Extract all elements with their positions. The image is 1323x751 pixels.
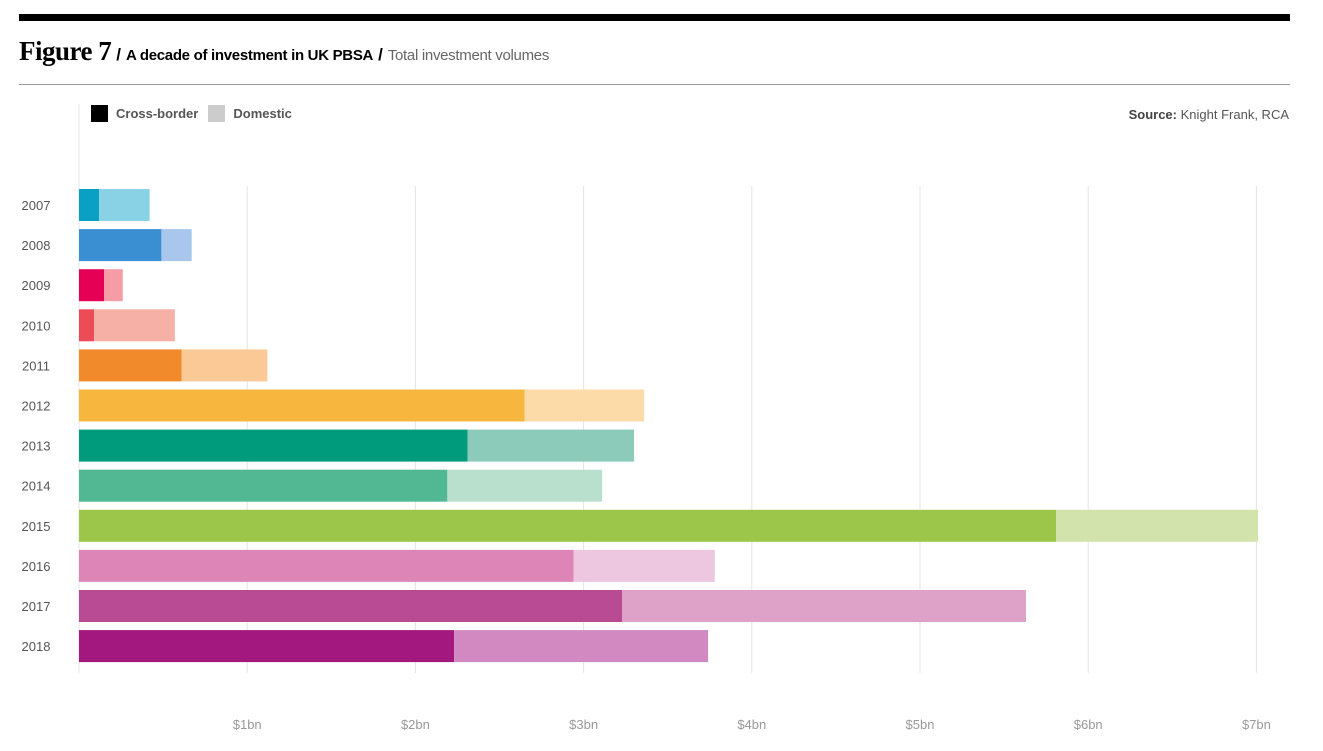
- bar-domestic-2010: [94, 309, 175, 342]
- bar-cross-border-2016: [79, 549, 574, 582]
- legend-swatch-domestic: [208, 105, 226, 122]
- figure-title: A decade of investment in UK PBSA: [125, 47, 374, 64]
- legend: Cross-border Domestic: [91, 105, 302, 122]
- bar-domestic-2018: [454, 630, 709, 663]
- figure-header: Figure 7 / A decade of investment in UK …: [19, 36, 549, 68]
- bar-domestic-2013: [467, 429, 635, 462]
- y-tick-label-2012: 2012: [22, 399, 51, 414]
- bar-cross-border-2014: [79, 469, 448, 502]
- bar-domestic-2007: [99, 189, 150, 221]
- bar-cross-border-2007: [79, 189, 100, 221]
- bar-cross-border-2013: [79, 429, 468, 462]
- legend-label-domestic: Domestic: [233, 106, 292, 121]
- bar-domestic-2016: [573, 549, 715, 582]
- bar-cross-border-2017: [79, 590, 623, 622]
- legend-swatch-cross-border: [91, 105, 108, 122]
- x-tick-label-3: $4bn: [737, 717, 766, 732]
- x-tick-label-1: $2bn: [401, 717, 430, 732]
- bar-cross-border-2012: [79, 389, 525, 422]
- bar-cross-border-2010: [79, 309, 95, 342]
- y-tick-label-2014: 2014: [22, 479, 51, 494]
- header-rule: [19, 84, 1290, 85]
- bar-cross-border-2015: [79, 509, 1057, 542]
- subtitle-separator: /: [378, 45, 383, 64]
- bar-cross-border-2009: [79, 269, 105, 302]
- bar-cross-border-2018: [79, 630, 455, 663]
- y-tick-label-2017: 2017: [22, 599, 51, 614]
- y-tick-label-2011: 2011: [22, 358, 50, 373]
- legend-label-cross-border: Cross-border: [116, 106, 199, 121]
- y-tick-label-2007: 2007: [22, 198, 51, 213]
- bar-domestic-2014: [447, 469, 603, 502]
- y-tick-label-2016: 2016: [22, 559, 51, 574]
- y-tick-label-2008: 2008: [22, 238, 51, 253]
- x-tick-label-0: $1bn: [233, 717, 262, 732]
- bar-domestic-2017: [622, 590, 1026, 622]
- y-tick-label-2018: 2018: [22, 639, 51, 654]
- top-rule: [19, 14, 1290, 21]
- figure-label: Figure 7: [19, 36, 112, 66]
- x-tick-label-2: $3bn: [569, 717, 598, 732]
- title-separator: /: [116, 45, 121, 64]
- y-tick-label-2010: 2010: [22, 318, 51, 333]
- x-tick-label-5: $6bn: [1074, 717, 1103, 732]
- x-tick-label-6: $7bn: [1242, 717, 1271, 732]
- source-text: Knight Frank, RCA: [1180, 107, 1289, 122]
- legend-item-domestic: Domestic: [208, 105, 292, 122]
- y-tick-label-2013: 2013: [22, 439, 51, 454]
- source-label: Source:: [1128, 107, 1177, 122]
- y-tick-label-2015: 2015: [22, 519, 51, 534]
- source-note: Source: Knight Frank, RCA: [1129, 107, 1289, 122]
- bar-domestic-2015: [1056, 509, 1259, 542]
- bar-domestic-2009: [104, 269, 123, 302]
- bar-domestic-2008: [161, 229, 192, 262]
- bar-cross-border-2008: [79, 229, 162, 262]
- bar-cross-border-2011: [79, 349, 182, 382]
- x-tick-label-4: $5bn: [906, 717, 935, 732]
- legend-item-cross-border: Cross-border: [91, 105, 198, 122]
- figure-subtitle: Total investment volumes: [387, 47, 550, 64]
- bar-domestic-2011: [181, 349, 268, 382]
- bar-domestic-2012: [524, 389, 645, 422]
- y-tick-label-2009: 2009: [22, 278, 51, 293]
